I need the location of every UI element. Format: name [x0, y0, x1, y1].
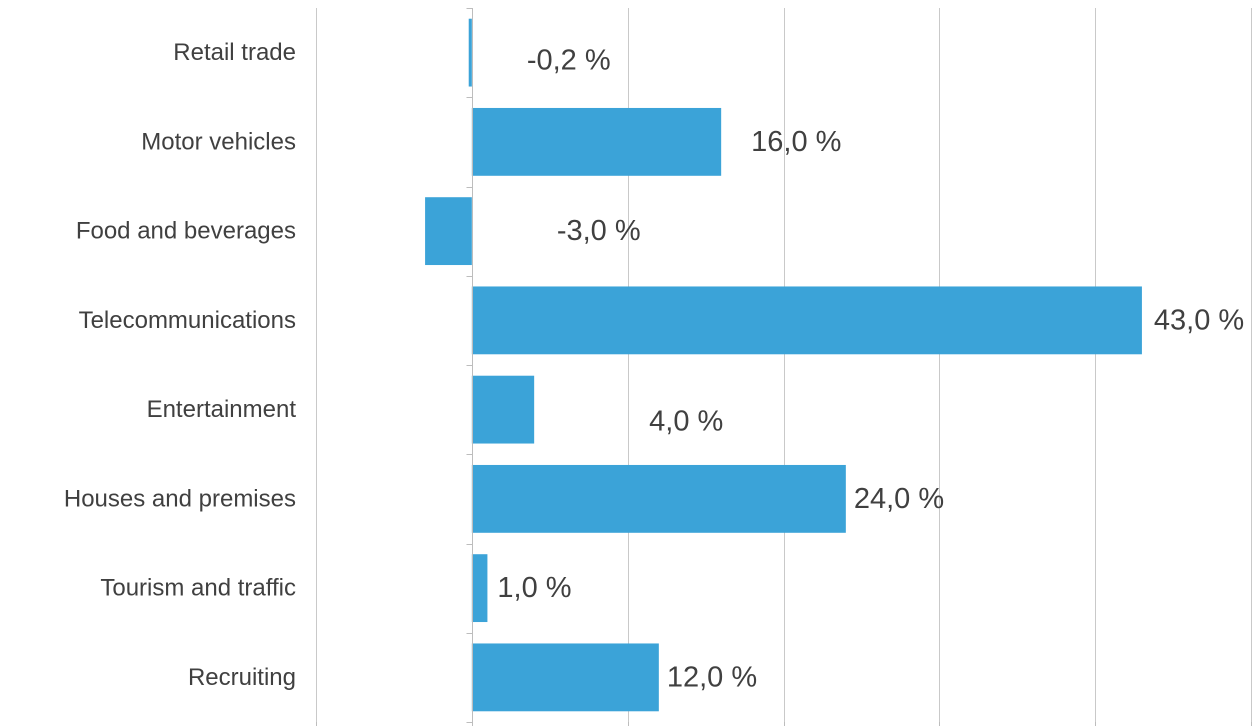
category-label: Motor vehicles: [141, 128, 296, 155]
category-label: Entertainment: [147, 396, 297, 423]
category-label: Food and beverages: [76, 218, 296, 245]
bar-telecommunications: [471, 286, 1142, 355]
bar-houses-and-premises: [471, 464, 846, 533]
category-labels: Retail trade Motor vehicles Food and bever…: [64, 39, 296, 691]
data-label: 12,0 %: [667, 661, 757, 693]
category-label: Recruiting: [188, 664, 296, 691]
bar-retail-trade: [468, 18, 472, 87]
bar-entertainment: [471, 375, 535, 444]
category-label: Retail trade: [173, 39, 296, 66]
bars: [425, 18, 1142, 712]
data-label: 4,0 %: [649, 406, 723, 438]
category-axis: [316, 8, 1252, 726]
data-label: 43,0 %: [1154, 304, 1244, 336]
data-label: 16,0 %: [751, 126, 841, 158]
bar-tourism-and-traffic: [471, 554, 488, 623]
bar-food-and-beverages: [425, 197, 472, 266]
data-label: -0,2 %: [527, 45, 611, 77]
bar-recruiting: [471, 643, 659, 712]
data-label: 1,0 %: [497, 572, 571, 604]
category-label: Houses and premises: [64, 485, 296, 512]
data-label: 24,0 %: [854, 483, 944, 515]
bar-motor-vehicles: [471, 107, 722, 176]
category-label: Tourism and traffic: [100, 575, 296, 602]
category-label: Telecommunications: [79, 307, 296, 334]
data-labels: -0,2 % 16,0 % -3,0 % 43,0 % 4,0 % 24,0 % 1,0 %…: [497, 45, 1244, 694]
data-label: -3,0 %: [557, 215, 641, 247]
gridlines: [316, 8, 1252, 726]
